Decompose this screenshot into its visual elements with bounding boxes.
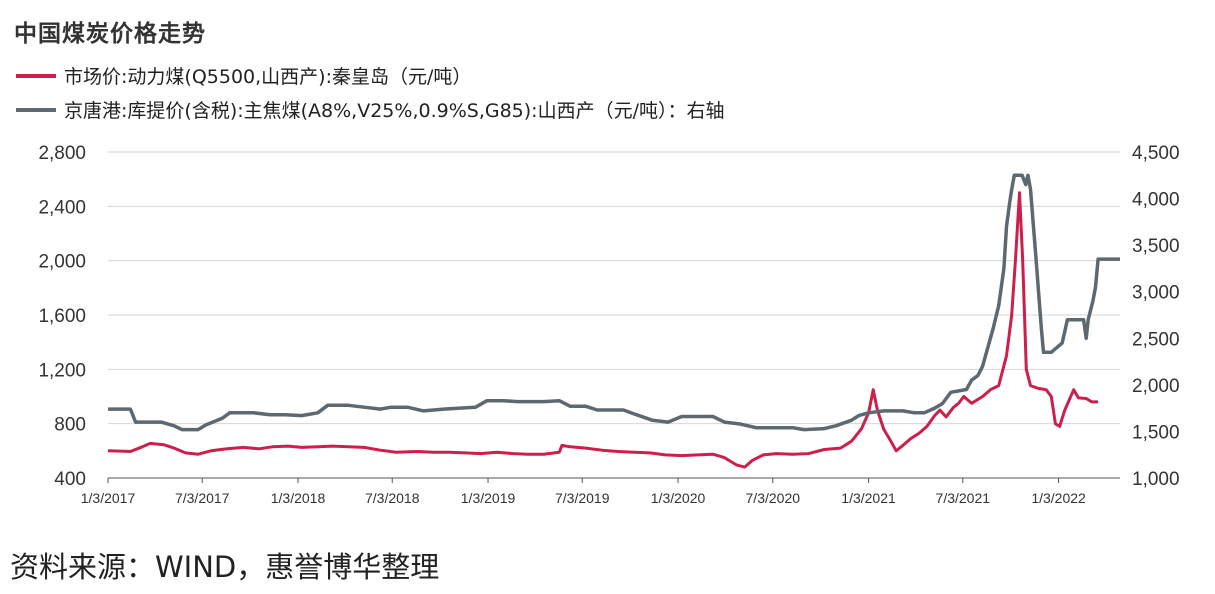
y-right-tick-label: 1,500 [1132, 422, 1180, 443]
x-tick-label: 1/3/2022 [1031, 490, 1086, 506]
x-tick-label: 1/3/2020 [651, 490, 706, 506]
y-left-tick-label: 1,600 [38, 306, 86, 327]
legend-swatch-series-2 [16, 107, 56, 112]
x-tick-label: 1/3/2019 [461, 490, 516, 506]
y-left-tick-label: 400 [54, 469, 86, 490]
legend-swatch-series-1 [16, 73, 56, 78]
y-right-tick-label: 3,500 [1132, 236, 1180, 257]
y-left-tick-label: 2,800 [38, 143, 86, 164]
x-tick-label: 1/3/2021 [841, 490, 896, 506]
x-tick-label: 7/3/2020 [746, 490, 801, 506]
x-tick-label: 1/3/2017 [81, 490, 136, 506]
x-tick-label: 1/3/2018 [271, 490, 326, 506]
x-tick-label: 7/3/2021 [936, 490, 991, 506]
y-left-tick-label: 800 [54, 415, 86, 436]
x-tick-label: 7/3/2019 [555, 490, 610, 506]
series-line-2 [108, 173, 1120, 432]
y-left-tick-label: 2,400 [38, 197, 86, 218]
y-right-tick-label: 4,000 [1132, 190, 1180, 211]
legend-entry-series-1: 市场价:动力煤(Q5500,山西产):秦皇岛（元/吨） [16, 62, 471, 89]
y-right-tick-label: 1,000 [1132, 469, 1180, 490]
legend-label-series-2: 京唐港:库提价(含税):主焦煤(A8%,V25%,0.9%S,G85):山西产（… [64, 100, 725, 122]
y-right-tick-label: 3,000 [1132, 283, 1180, 304]
legend-entry-series-2: 京唐港:库提价(含税):主焦煤(A8%,V25%,0.9%S,G85):山西产（… [16, 96, 724, 123]
y-left-tick-label: 1,200 [38, 360, 86, 381]
source-note: 资料来源：WIND，惠誉博华整理 [10, 550, 440, 584]
y-right-tick-label: 4,500 [1132, 143, 1180, 164]
y-right-tick-label: 2,000 [1132, 376, 1180, 397]
x-tick-label: 7/3/2018 [365, 490, 420, 506]
legend-label-series-1: 市场价:动力煤(Q5500,山西产):秦皇岛（元/吨） [64, 66, 472, 88]
series-line-1 [107, 191, 1099, 469]
x-tick-label: 7/3/2017 [175, 490, 230, 506]
y-right-tick-label: 2,500 [1132, 329, 1180, 350]
chart-title: 中国煤炭价格走势 [14, 20, 206, 47]
y-left-tick-label: 2,000 [38, 252, 86, 273]
